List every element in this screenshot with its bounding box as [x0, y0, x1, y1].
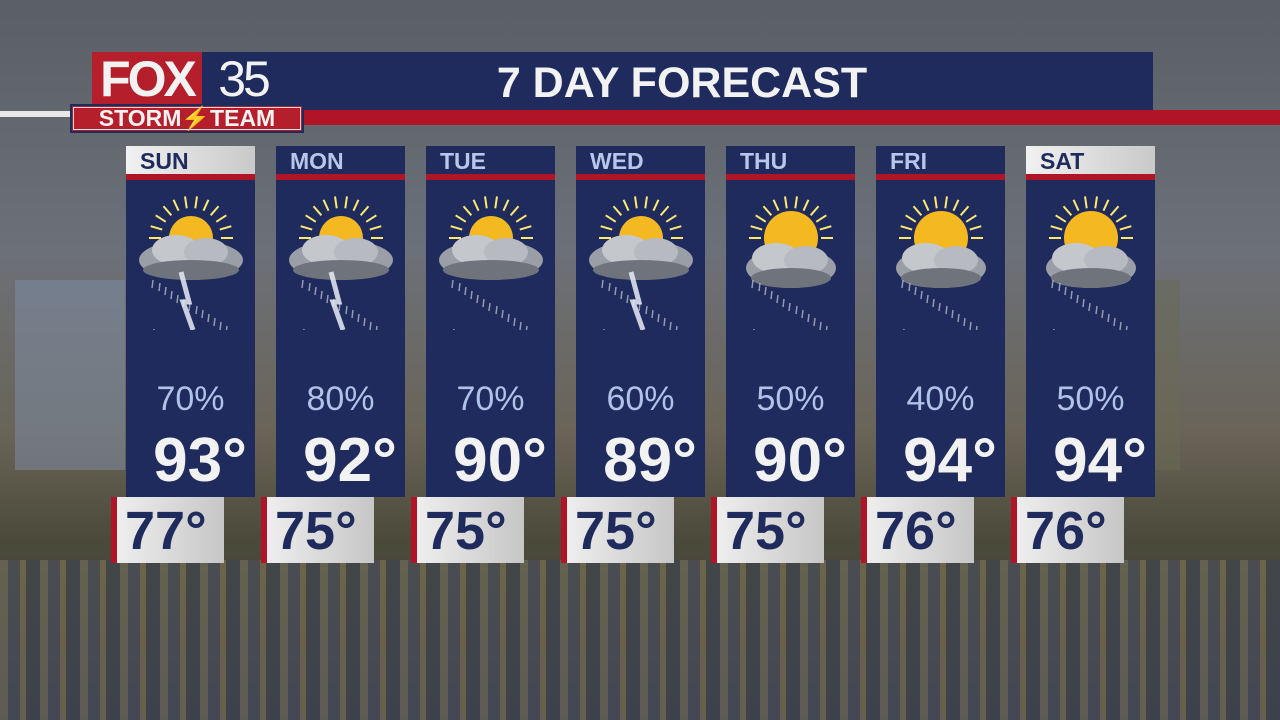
divider	[726, 174, 855, 180]
day-label: THU	[726, 146, 855, 174]
divider	[0, 111, 72, 117]
divider	[126, 174, 255, 180]
low-temp-box: 75°	[261, 497, 374, 563]
high-temp: 89°	[603, 426, 697, 495]
rain-chance: 60%	[606, 380, 675, 418]
logo-channel-number: 35	[218, 51, 271, 107]
sun-cloud-thunderstorm-icon	[581, 190, 701, 338]
rain-chance: 40%	[906, 380, 975, 418]
low-temp-box: 76°	[1011, 497, 1124, 563]
forecast-day-mon: MON 80% 92°	[276, 146, 405, 497]
rain-chance: 70%	[156, 380, 225, 418]
forecast-panel: 70% 90°	[426, 180, 555, 497]
accent-bar	[261, 497, 267, 563]
divider	[876, 174, 1005, 180]
low-temp: 75°	[417, 497, 524, 563]
lake-reflection-background	[0, 560, 1280, 720]
low-temp: 75°	[717, 497, 824, 563]
low-temp-box: 75°	[711, 497, 824, 563]
rain-chance: 50%	[1056, 380, 1125, 418]
logo-fox: FOX	[92, 52, 202, 106]
logo-storm-team: STORM⚡TEAM	[70, 104, 304, 133]
accent-bar	[1011, 497, 1017, 563]
title-bar: 7 DAY FORECAST	[92, 52, 1153, 110]
forecast-day-sun: SUN 70% 93°	[126, 146, 255, 497]
low-temp-box: 75°	[561, 497, 674, 563]
forecast-panel: 60% 89°	[576, 180, 705, 497]
forecast-panel: 80% 92°	[276, 180, 405, 497]
divider	[426, 174, 555, 180]
day-label: MON	[276, 146, 405, 174]
low-temp: 76°	[1017, 497, 1124, 563]
day-label: FRI	[876, 146, 1005, 174]
rain-chance: 80%	[306, 380, 375, 418]
forecast-day-tue: TUE 70% 90°	[426, 146, 555, 497]
rain-chance: 70%	[456, 380, 525, 418]
forecast-panel: 50% 94°	[1026, 180, 1155, 497]
forecast-panel: 50% 90°	[726, 180, 855, 497]
accent-bar	[411, 497, 417, 563]
high-temp: 94°	[1053, 426, 1147, 495]
day-label: TUE	[426, 146, 555, 174]
high-temp: 90°	[453, 426, 547, 495]
forecast-panel: 40% 94°	[876, 180, 1005, 497]
sun-cloud-thunderstorm-icon	[131, 190, 251, 338]
sun-cloud-showers-icon	[731, 190, 851, 338]
low-temp: 76°	[867, 497, 974, 563]
sun-cloud-showers-icon	[881, 190, 1001, 338]
sun-cloud-thunderstorm-icon	[281, 190, 401, 338]
high-temp: 94°	[903, 426, 997, 495]
accent-bar	[111, 497, 117, 563]
divider	[300, 110, 1280, 125]
forecast-panel: 70% 93°	[126, 180, 255, 497]
low-temp: 75°	[567, 497, 674, 563]
page-title: 7 DAY FORECAST	[496, 59, 868, 107]
day-label: WED	[576, 146, 705, 174]
low-temp-box: 75°	[411, 497, 524, 563]
low-temp: 75°	[267, 497, 374, 563]
low-temp-box: 77°	[111, 497, 224, 563]
accent-bar	[711, 497, 717, 563]
divider	[576, 174, 705, 180]
divider	[276, 174, 405, 180]
day-label: SUN	[126, 146, 255, 174]
low-temp-box: 76°	[861, 497, 974, 563]
high-temp: 92°	[303, 426, 397, 495]
accent-bar	[861, 497, 867, 563]
forecast-day-thu: THU 50% 90°	[726, 146, 855, 497]
accent-bar	[561, 497, 567, 563]
rain-chance: 50%	[756, 380, 825, 418]
divider	[1026, 174, 1155, 180]
sun-cloud-showers-icon	[1031, 190, 1151, 338]
day-label: SAT	[1026, 146, 1155, 174]
low-temp: 77°	[117, 497, 224, 563]
high-temp: 90°	[753, 426, 847, 495]
high-temp: 93°	[153, 426, 247, 495]
sun-cloud-rain-icon	[431, 190, 551, 338]
forecast-day-sat: SAT 50% 94°	[1026, 146, 1155, 497]
forecast-day-fri: FRI 40% 94°	[876, 146, 1005, 497]
forecast-day-wed: WED 60% 89°	[576, 146, 705, 497]
